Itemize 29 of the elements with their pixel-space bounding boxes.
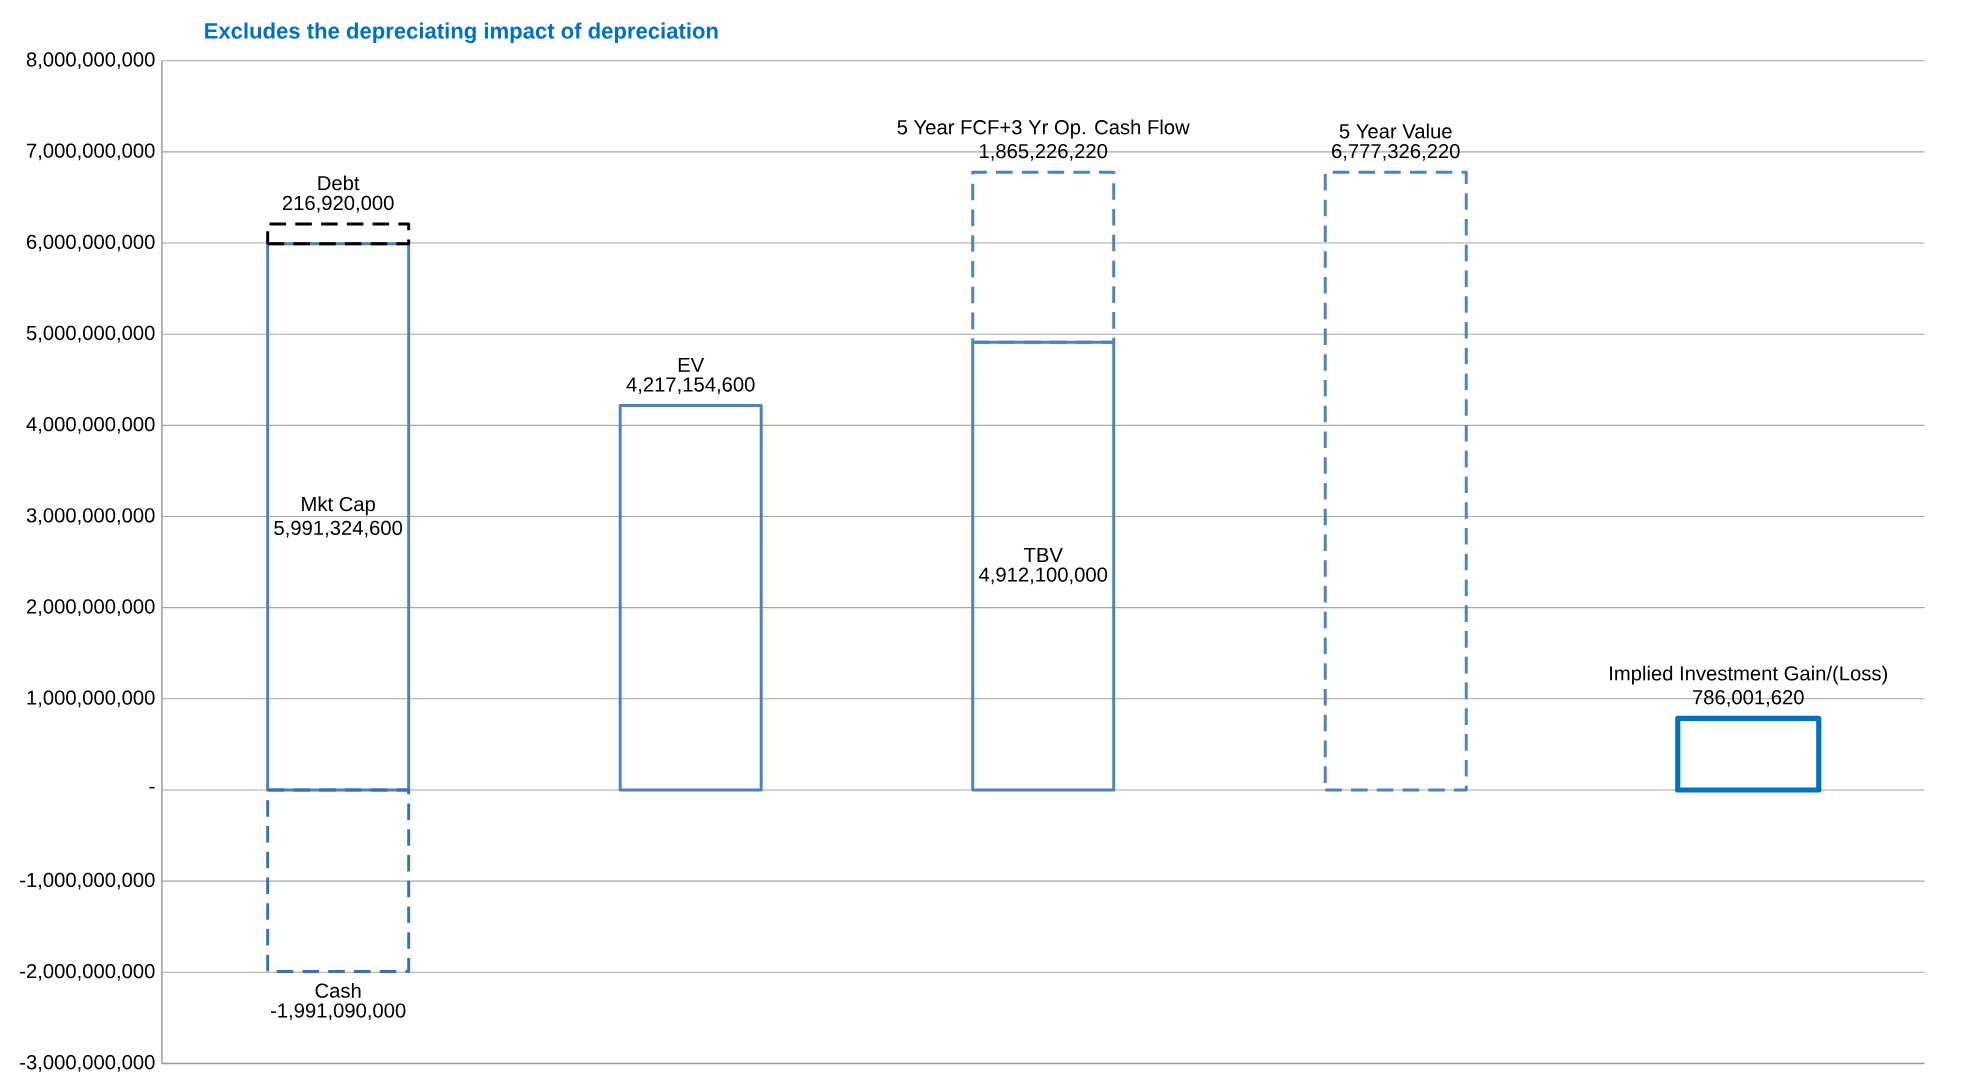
y-tick-label: 5,000,000,000	[26, 325, 155, 343]
chart-title: Excludes the depreciating impact of depreciation	[205, 22, 718, 44]
text: 5 Year FCF+3 Yr Op. Cash Flow	[897, 119, 1190, 139]
y-tick-label: 7,000,000,000	[27, 143, 155, 161]
series-label: 5 Year Value	[1339, 123, 1452, 139]
y-tick-label: 6,000,000,000	[27, 234, 155, 252]
y-tick-label: 1,000,000,000	[27, 690, 155, 708]
y-tick-label: -1,000,000,000	[20, 872, 155, 890]
data-label: 216,920,000	[282, 195, 394, 213]
series-label: Mkt Cap	[302, 496, 375, 516]
y-tick-label: -2,000,000,000	[20, 963, 155, 981]
y-tick-label: 2,000,000,000	[26, 599, 155, 616]
data-label: 5,991,324,600	[274, 520, 403, 538]
data-label: 786,001,620	[1693, 690, 1804, 707]
data-label: -1,991,090,000	[270, 1003, 406, 1021]
text: TBV	[1024, 547, 1063, 562]
data-label: 6,777,326,220	[1332, 143, 1460, 161]
y-tick-label: -	[149, 786, 155, 789]
series-label: Cash	[315, 982, 361, 998]
series-label: EV	[678, 357, 705, 372]
y-tick-label: 4,000,000,000	[26, 416, 155, 434]
y-tick-label: 8,000,000,000	[26, 52, 155, 69]
data-label: 4,217,154,600	[626, 377, 755, 394]
y-tick-label: -3,000,000,000	[20, 1055, 155, 1072]
y-tick-label: 3,000,000,000	[26, 508, 155, 525]
series-label: Debt	[318, 175, 360, 191]
data-label: 1,865,226,220	[980, 143, 1108, 161]
data-label: 4,912,100,000	[978, 567, 1108, 585]
text: Implied Investment Gain/(Loss)	[1610, 665, 1888, 685]
